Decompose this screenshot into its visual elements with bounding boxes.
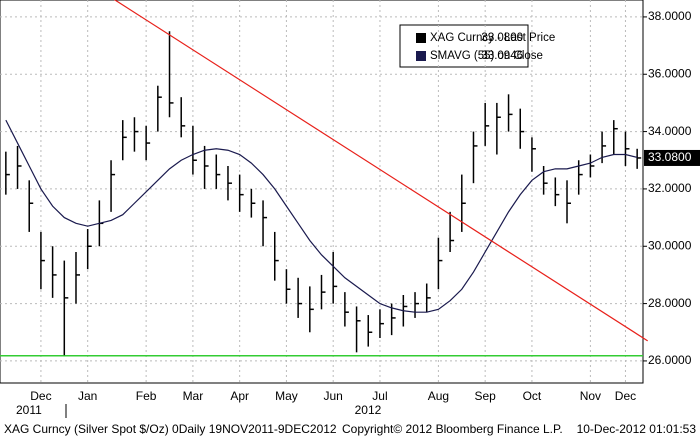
year-label: 2011 [16,403,42,417]
x-tick-label: Feb [136,389,157,403]
y-tick-label: 32.0000 [648,181,692,195]
x-tick-label: Jul [372,389,387,403]
x-tick-label: Mar [183,389,204,403]
footer-timestamp: 10-Dec-2012 01:01:53 [577,422,697,436]
y-tick-label: 36.0000 [648,66,692,80]
x-tick-label: Dec [615,389,636,403]
x-tick-label: May [275,389,298,403]
footer-copyright: Copyright© 2012 Bloomberg Finance L.P. [342,422,563,436]
x-tick-label: Jun [324,389,343,403]
legend-value: 33.0946 [481,50,523,62]
legend-swatch [416,51,426,61]
x-tick-label: Aug [428,389,449,403]
legend-swatch [416,33,426,43]
x-tick-label: Dec [30,389,51,403]
last-price-label: 33.0800 [648,150,692,164]
x-tick-label: Nov [580,389,601,403]
y-tick-label: 30.0000 [648,238,692,252]
last-price-tag [644,149,700,166]
y-tick-label: 38.0000 [648,9,692,23]
year-label: 2012 [355,403,382,417]
sma-line [5,119,638,313]
legend-label: XAG Curncy - Last Price [430,32,555,44]
x-tick-label: Apr [230,389,249,403]
trend-line [114,0,648,342]
x-tick-label: Oct [523,389,542,403]
y-tick-label: 28.0000 [648,296,692,310]
x-tick-label: Jan [78,389,97,403]
plot-frame [0,0,644,384]
x-tick-label: Sep [474,389,496,403]
y-tick-label: 34.0000 [648,124,692,138]
legend-label: SMAVG (55) on Close [430,50,543,62]
footer-source: XAG Curncy (Silver Spot $/Oz) 0Daily 19N… [4,422,337,436]
y-tick-label: 26.0000 [648,353,692,367]
legend-value: 33.0800 [481,32,523,44]
